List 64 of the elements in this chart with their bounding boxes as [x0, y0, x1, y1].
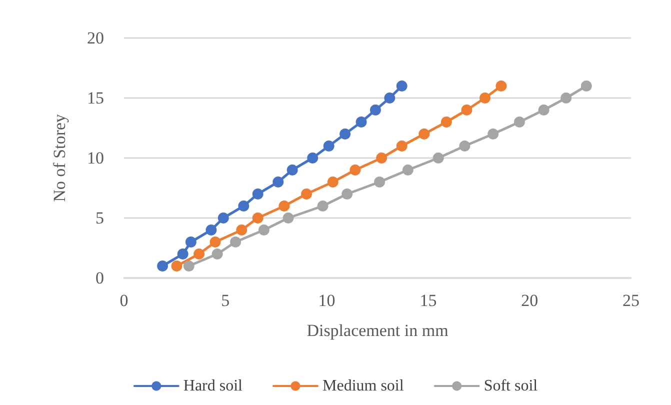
point [432, 152, 444, 164]
point [340, 128, 351, 140]
point [185, 236, 196, 248]
legend-label: Soft soil [484, 378, 538, 394]
point [488, 128, 499, 140]
x-tick-label: 25 [622, 291, 640, 310]
x-tick-label: 0 [120, 291, 128, 310]
point [342, 188, 353, 200]
point [230, 236, 242, 248]
legend-label: Medium soil [322, 378, 404, 394]
x-tick-label: 15 [420, 291, 437, 310]
point [418, 128, 430, 140]
point [327, 176, 338, 188]
point [396, 140, 408, 152]
point [238, 200, 250, 212]
legend-label: Hard soil [183, 378, 244, 394]
y-tick-label: 10 [87, 148, 104, 168]
point [396, 80, 408, 92]
point [356, 116, 367, 128]
point [459, 140, 470, 152]
point [177, 248, 188, 260]
point [301, 188, 312, 200]
point [461, 104, 472, 116]
point [374, 176, 386, 188]
point [384, 92, 396, 104]
point [272, 176, 284, 188]
point [210, 236, 221, 248]
point [440, 116, 452, 128]
point [183, 260, 194, 272]
point [171, 260, 182, 272]
x-tick-label: 5 [221, 291, 230, 310]
y-tick-label: 0 [96, 268, 104, 288]
point [157, 260, 168, 272]
y-tick-label: 15 [87, 88, 104, 108]
x-tick-label: 20 [521, 291, 538, 310]
point [514, 116, 525, 128]
point [282, 212, 294, 224]
point [212, 248, 223, 260]
point [350, 164, 361, 176]
y-tick-label: 20 [87, 28, 104, 48]
point [538, 104, 550, 116]
point [496, 80, 507, 92]
point [402, 164, 414, 176]
y-tick-label: 5 [96, 208, 104, 228]
x-axis-title: Displacement in mm [306, 321, 448, 340]
point [236, 224, 248, 236]
point [194, 248, 205, 260]
point [286, 164, 298, 176]
point [479, 92, 490, 104]
y-axis-title: No of Storey [50, 114, 69, 202]
point [376, 152, 388, 164]
point [307, 152, 318, 164]
point [252, 188, 264, 200]
point [370, 104, 381, 116]
point [580, 80, 592, 92]
x-tick-label: 10 [318, 291, 336, 310]
point [218, 212, 229, 224]
point [258, 224, 270, 236]
point [560, 92, 572, 104]
point [278, 200, 290, 212]
point [323, 140, 334, 152]
point [252, 212, 264, 224]
point [317, 200, 328, 212]
point [206, 224, 217, 236]
